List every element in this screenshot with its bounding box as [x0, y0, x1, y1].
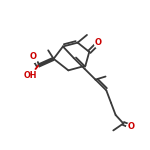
Text: O: O	[29, 52, 36, 61]
Text: O: O	[95, 38, 102, 47]
Text: O: O	[128, 122, 135, 131]
Text: OH: OH	[24, 71, 37, 80]
